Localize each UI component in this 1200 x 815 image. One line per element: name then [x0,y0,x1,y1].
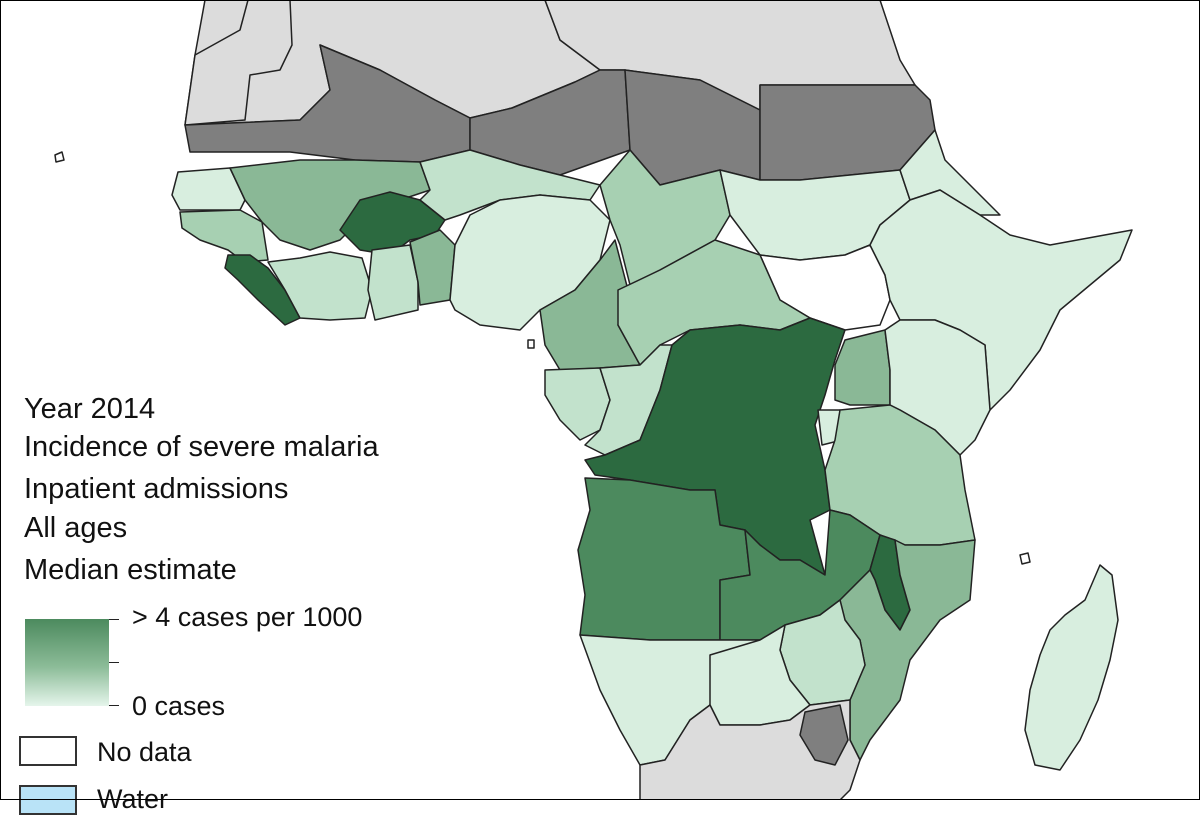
region-south-africa-endemic [799,704,849,766]
region-cote-divoire [267,251,373,321]
island-bioko [527,339,535,349]
region-western-sahara [184,0,293,126]
region-sierra-leone-liberia [224,254,301,326]
region-madagascar [1024,564,1119,771]
island-cape-verde [54,151,65,163]
region-ethiopia-somalia [869,189,1133,411]
region-guinea [179,209,269,263]
region-ghana [367,244,419,321]
island-comoros [1019,552,1031,565]
region-uganda [834,329,891,406]
